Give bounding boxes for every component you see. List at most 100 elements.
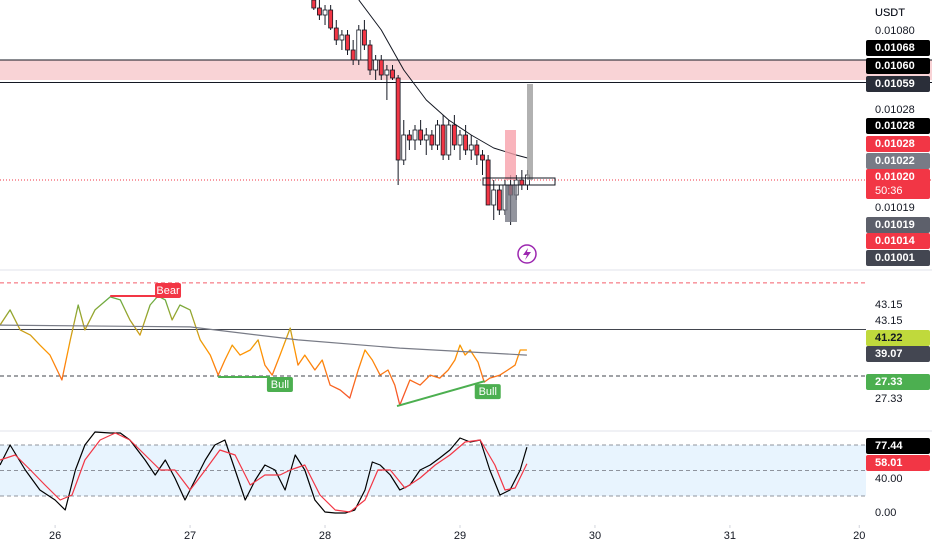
line (0, 432, 528, 513)
price-badge (866, 76, 930, 92)
price-label: 0.01020 (875, 171, 915, 183)
candle-body (412, 129, 418, 141)
candle-body (429, 134, 435, 146)
candle-body (480, 154, 485, 161)
range-tool (482, 177, 556, 186)
price-label: 0.01028 (875, 120, 915, 132)
price-label: USDT (875, 7, 905, 19)
candle-body (457, 134, 463, 146)
candle-body (451, 124, 457, 146)
divergence-badge (155, 282, 182, 298)
price-badge (866, 455, 930, 471)
candle-body (356, 29, 362, 61)
line (0, 324, 527, 356)
candle-body (440, 124, 446, 156)
candle-body (496, 189, 502, 211)
price-badge (866, 118, 930, 134)
candle-body (395, 77, 401, 161)
candle-body (345, 34, 350, 51)
price-label: 40.00 (875, 473, 903, 485)
price-label: 0.01001 (875, 252, 915, 264)
divergence-line (396, 380, 486, 407)
currency: USDT (875, 7, 905, 19)
price-label: 0.01019 (875, 219, 915, 231)
price-badge (866, 346, 930, 362)
candle-body (423, 134, 429, 141)
candle-body (463, 134, 469, 151)
candle-body (418, 129, 424, 141)
candle-body (474, 144, 480, 156)
divergence-label: Bull (271, 379, 289, 391)
x-tick-label: 31 (724, 530, 736, 542)
position-tool (505, 130, 516, 180)
candle-body (406, 134, 412, 141)
candle-body (435, 124, 440, 146)
price-badge (866, 58, 930, 74)
divergence-badge (266, 376, 293, 392)
price-label: 58.01 (875, 457, 903, 469)
price-badge (866, 250, 930, 266)
x-tick-label: 29 (454, 530, 466, 542)
candle-body (373, 59, 379, 71)
candle-body (350, 49, 356, 61)
candle-body (361, 29, 367, 46)
divergence-badge (474, 384, 501, 400)
candle-body (367, 44, 373, 71)
price-label: 0.01028 (875, 138, 915, 150)
candle-body (491, 189, 497, 206)
price-badge (866, 233, 930, 249)
price-badge (866, 169, 930, 199)
price-label: 0.01028 (875, 104, 915, 116)
pane (0, 0, 932, 225)
price-badge (866, 217, 930, 233)
price-label: 41.22 (875, 332, 903, 344)
price-label: 43.15 (875, 315, 903, 327)
position-tool (505, 185, 517, 222)
price-badge (866, 153, 930, 169)
candle-body (339, 34, 345, 41)
price-badge (866, 40, 930, 56)
candle-body (401, 134, 407, 161)
pane: Bear Bull Bull (0, 282, 866, 407)
pane (0, 431, 866, 514)
price-badge (866, 438, 930, 454)
x-tick-label: 26 (49, 530, 61, 542)
price-label: 0.01014 (875, 235, 916, 247)
price-label: 0.01068 (875, 42, 915, 54)
candle-body (390, 69, 395, 79)
event-icon-bolt (523, 248, 531, 260)
price-label: 27.33 (875, 393, 903, 405)
candle-body (485, 159, 491, 206)
price-badge (866, 330, 930, 346)
divergence-label: Bull (479, 386, 497, 398)
line (0, 295, 527, 406)
x-tick-label: 27 (184, 530, 196, 542)
price-label: 0.01019 (875, 202, 915, 214)
candle-body (446, 124, 452, 156)
position-tool (527, 84, 533, 180)
price-label: 0.01060 (875, 60, 915, 72)
price-label: 39.07 (875, 348, 903, 360)
candle-body (322, 9, 328, 16)
candle-body (468, 144, 474, 151)
candle-body (333, 27, 339, 41)
price-label: 77.44 (875, 440, 903, 452)
price-label: 0.01059 (875, 78, 915, 90)
divergence-label: Bear (156, 285, 180, 297)
candle-body (384, 69, 390, 76)
x-tick-label: 30 (589, 530, 601, 542)
price-label: 0.01022 (875, 155, 915, 167)
drawing-tools (482, 84, 556, 264)
price-label: 0.00 (875, 507, 896, 519)
x-tick-label: 28 (319, 530, 331, 542)
price-label: 27.33 (875, 376, 903, 388)
event-icon[interactable] (517, 244, 537, 264)
x-tick-label: 20 (853, 530, 865, 542)
price-badge (866, 136, 930, 152)
candle-body (328, 9, 334, 29)
candle-body (317, 7, 322, 16)
zone (0, 60, 932, 80)
countdown: 50:36 (875, 185, 903, 197)
